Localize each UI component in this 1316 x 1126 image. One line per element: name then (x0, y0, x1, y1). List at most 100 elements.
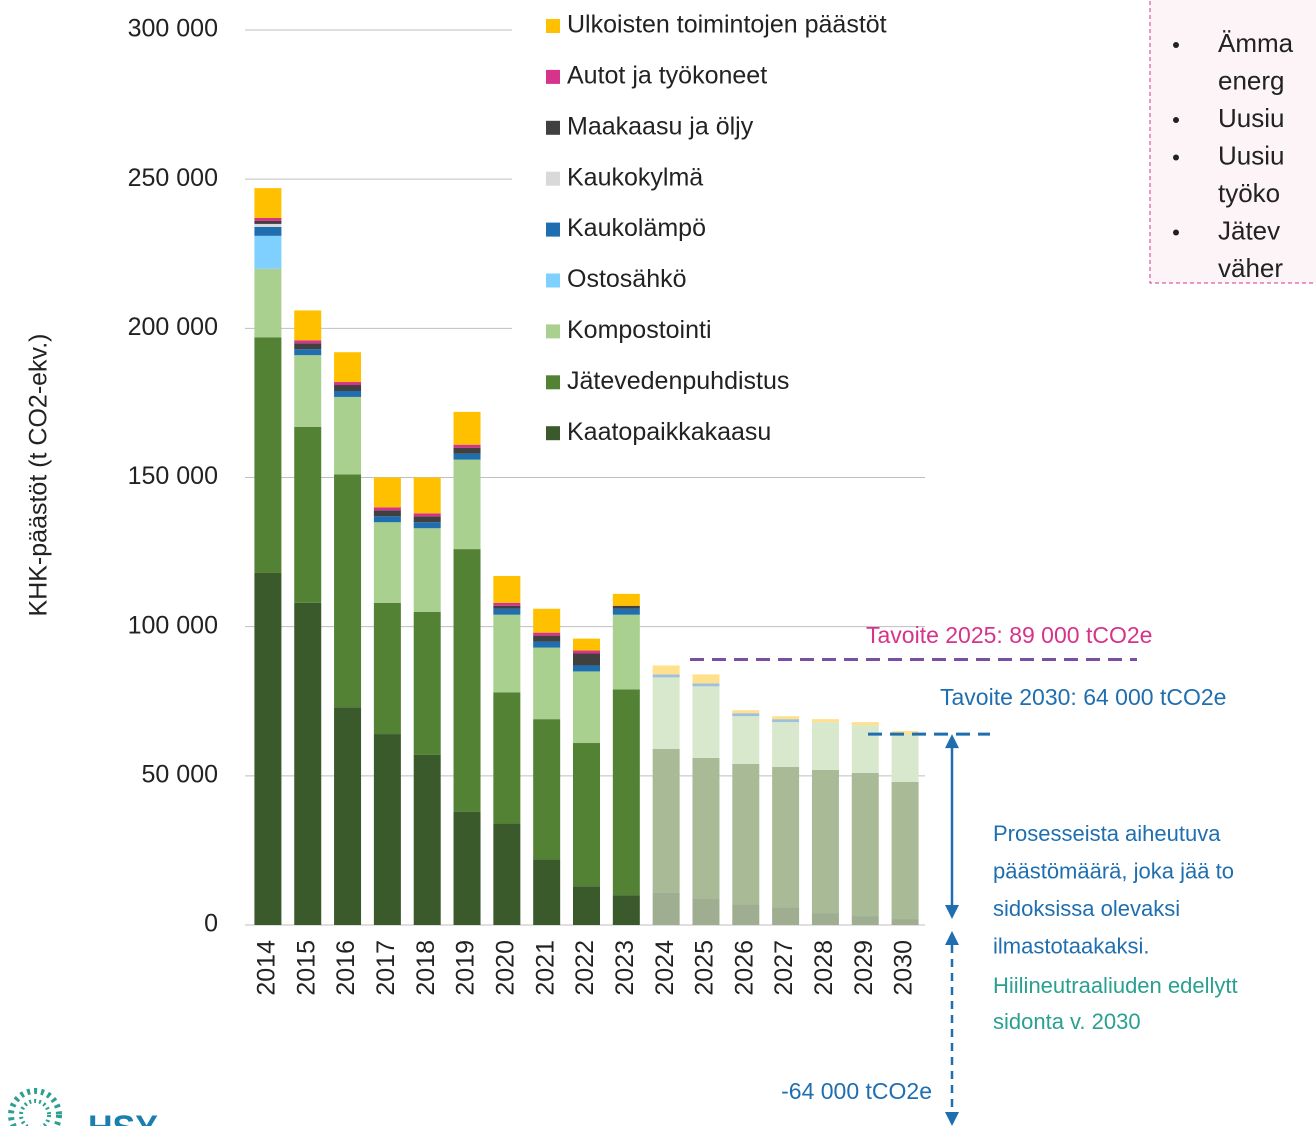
bar-segment (811, 722, 839, 770)
bar-segment (254, 235, 282, 269)
x-tick-label: 2023 (611, 940, 639, 996)
bar-segment (413, 513, 441, 517)
legend-swatch (546, 324, 560, 339)
bar-segment (413, 516, 441, 523)
bar-segment (573, 650, 600, 654)
bar-segment (334, 382, 362, 386)
bar-segment (493, 608, 521, 615)
bar-segment (294, 310, 322, 341)
legend-swatch (546, 222, 560, 237)
x-tick-label: 2021 (531, 940, 559, 996)
bar-segment (334, 390, 362, 397)
legend-label: Jätevedenpuhdistus (567, 367, 789, 395)
bar-segment (373, 507, 401, 511)
arrow-head (945, 931, 959, 945)
bar-segment (891, 731, 919, 735)
bar-segment (732, 904, 760, 925)
annotation-text: ilmastotaakaksi. (993, 933, 1150, 958)
annotation-text: sidonta v. 2030 (993, 1009, 1141, 1034)
y-tick-label: 300 000 (128, 15, 218, 43)
bar-segment (533, 635, 561, 642)
bar-segment (573, 743, 600, 887)
bar-segment (254, 226, 282, 236)
arrow-head (945, 734, 959, 749)
bar-segment (692, 674, 720, 684)
bar-segment (373, 516, 401, 523)
x-tick-label: 2022 (571, 940, 599, 996)
bar-segment (334, 707, 362, 925)
y-tick-label: 0 (204, 910, 218, 938)
legend-swatch (546, 19, 560, 33)
bar-segment (811, 719, 839, 723)
bar-segment (373, 510, 401, 517)
x-tick-label: 2025 (691, 940, 719, 996)
x-tick-label: 2016 (332, 940, 360, 996)
bar-segment (334, 396, 362, 475)
bar-segment (573, 886, 600, 925)
bar-segment (533, 632, 561, 636)
y-tick-label: 50 000 (142, 760, 218, 788)
legend-label: Kaukokylmä (567, 163, 703, 191)
bar-segment (533, 608, 561, 633)
bar-segment (573, 671, 600, 744)
x-tick-label: 2017 (372, 940, 400, 996)
bar-segment (493, 575, 521, 603)
bar-segment (652, 892, 680, 925)
bar-segment (612, 895, 640, 925)
x-tick-label: 2030 (890, 940, 918, 996)
y-tick-label: 150 000 (128, 462, 218, 490)
legend-bg (512, 5, 932, 455)
legend: Kaatopaikkakaasu Jätevedenpuhdistus Kompos… (512, 5, 932, 455)
legend-label: Kaatopaikkakaasu (567, 418, 771, 446)
legend-label: Ostosähkö (567, 265, 687, 293)
legend-label: Ulkoisten toimintojen päästöt (567, 11, 887, 39)
x-tick-label: 2018 (412, 940, 440, 996)
bar-segment (652, 677, 680, 749)
bar-segment (692, 686, 720, 758)
arrow-head (945, 1112, 959, 1126)
bar-segment (652, 748, 680, 893)
note-line: Ämma (1218, 28, 1294, 58)
bar-segment (533, 719, 561, 860)
note-line: väher (1218, 253, 1283, 283)
x-tick-label: 2029 (850, 940, 878, 996)
bar-segment (612, 608, 640, 615)
bar-segment (413, 754, 441, 925)
bar-segment (811, 769, 839, 914)
bar-segment (413, 528, 441, 612)
bar-segment (254, 337, 282, 573)
bar-segment (612, 689, 640, 896)
bar-segment (692, 898, 720, 925)
annotation-text: päästömäärä, joka jää to (993, 858, 1234, 883)
bar-segment (612, 605, 640, 609)
legend-label: Maakaasu ja öljy (567, 112, 754, 140)
note-line: Jätev (1218, 215, 1280, 245)
bar-segment (493, 823, 521, 925)
note-line: Uusiu (1218, 140, 1284, 170)
bar-segment (851, 916, 879, 925)
y-tick-label: 250 000 (128, 164, 218, 192)
bar-segment (453, 811, 481, 925)
bar-segment (413, 522, 441, 529)
bar-segment (533, 647, 561, 720)
bar-segment (294, 602, 322, 925)
x-tick-label: 2019 (452, 940, 480, 996)
bar-segment (772, 907, 800, 925)
bar-segment (294, 340, 322, 344)
bar-segment (493, 602, 521, 606)
bar-segment (533, 641, 561, 648)
bar-segment (334, 352, 362, 383)
bar-segment (772, 719, 800, 723)
x-tick-label: 2027 (770, 940, 798, 996)
annotation-text: sidoksissa olevaksi (993, 896, 1180, 921)
bar-segment (254, 188, 282, 218)
bullet (1173, 42, 1179, 48)
bar-segment (573, 638, 600, 651)
bar-segment (373, 734, 401, 925)
bar-segment (891, 919, 919, 925)
bar-segment (294, 426, 322, 603)
bar-segment (732, 713, 760, 717)
bar-segment (254, 268, 282, 338)
legend-label: Autot ja työkoneet (567, 62, 767, 90)
bar-segment (851, 772, 879, 917)
